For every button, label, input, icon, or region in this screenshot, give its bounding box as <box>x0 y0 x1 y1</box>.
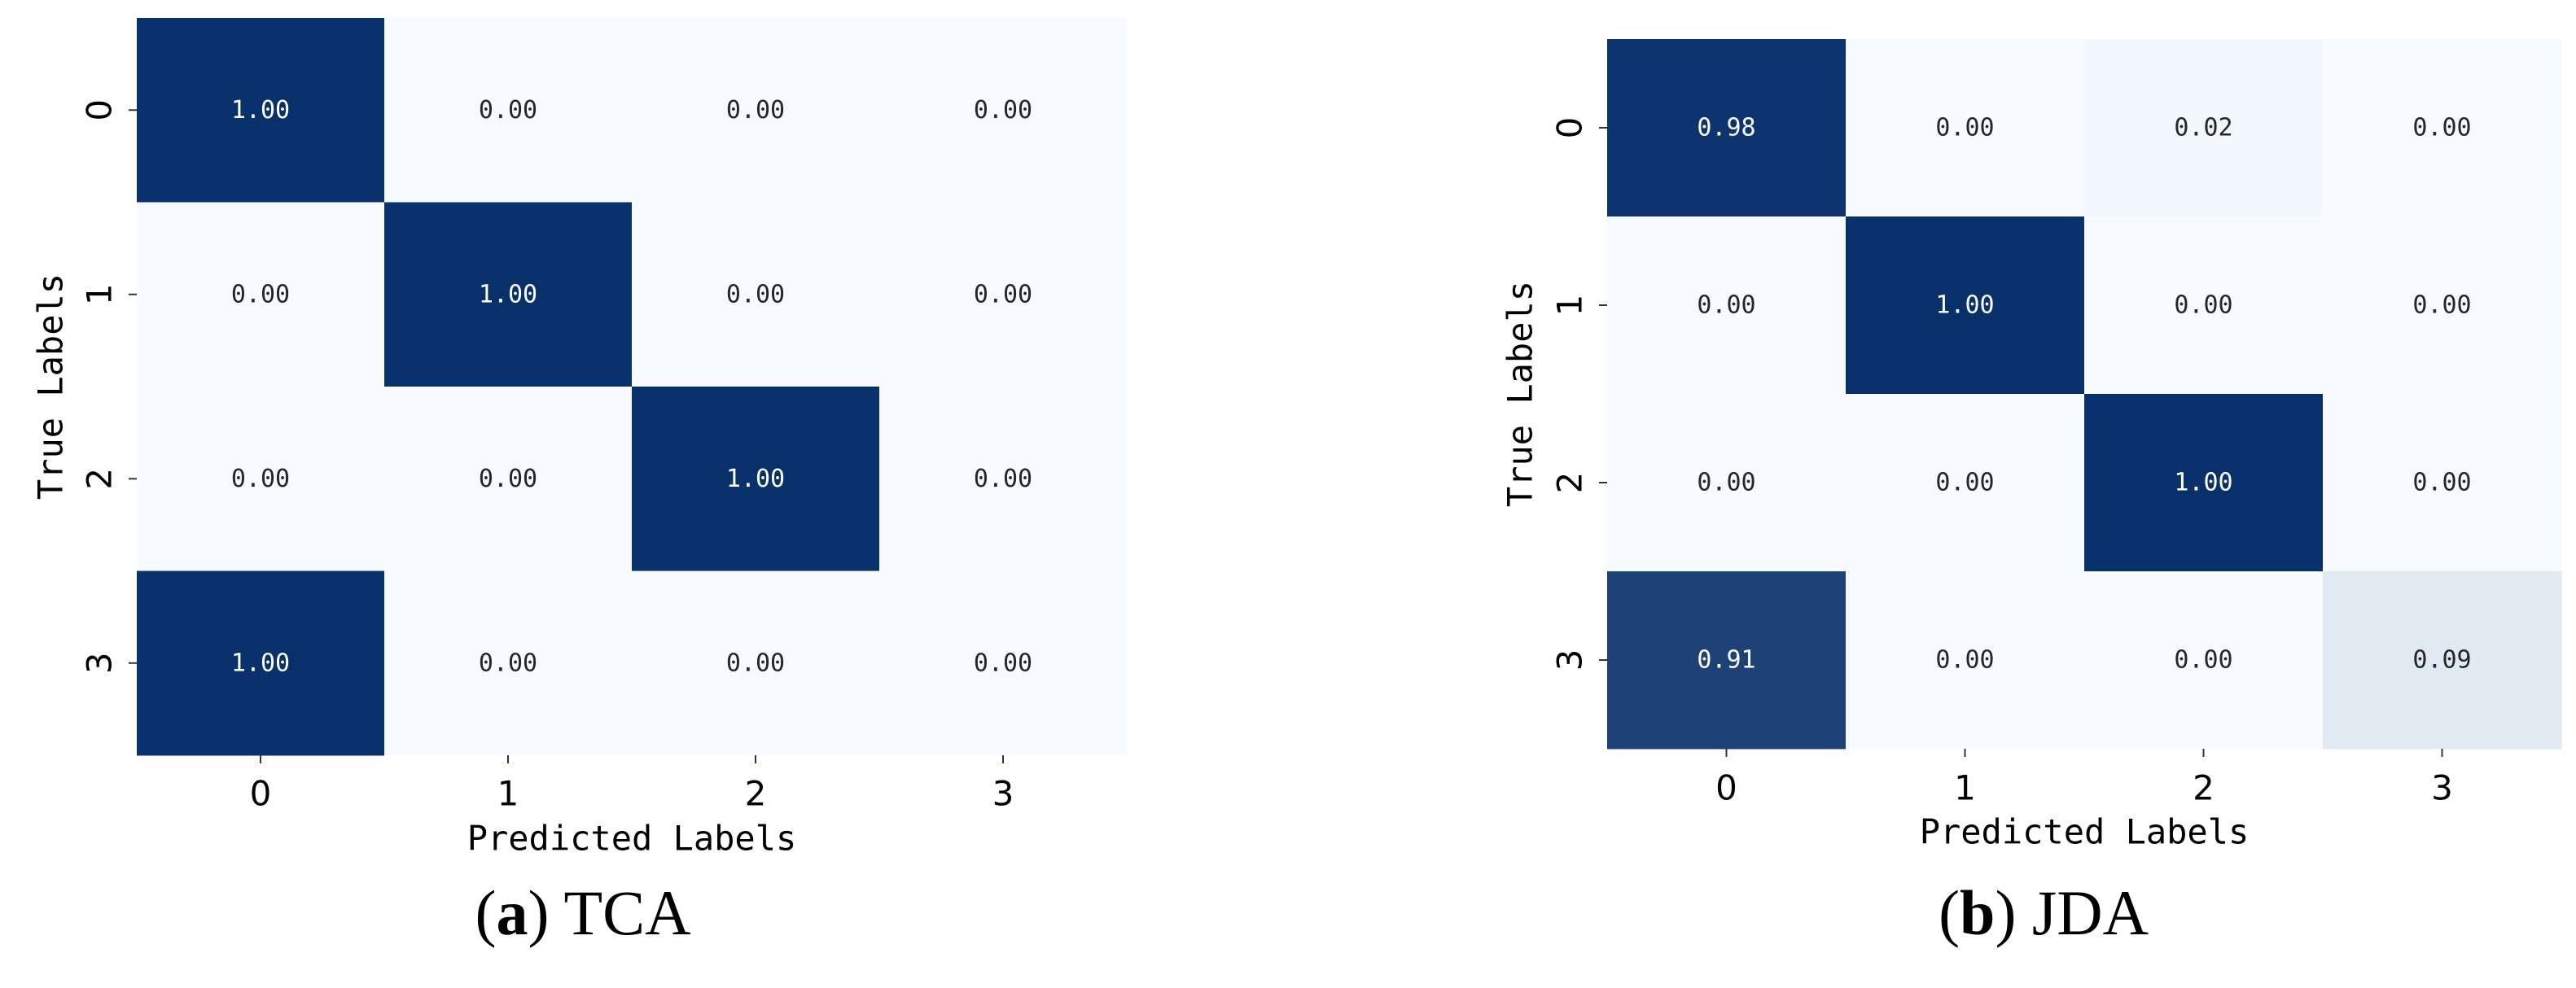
heatmap-panel-b: 0.98 0.00 0.02 0.00 0.00 1.00 0.00 0.00 0.00 0.00… <box>1500 39 2562 948</box>
subfigure-caption: (a) TCA <box>475 877 690 948</box>
cell-value-label: 0.00 <box>1935 114 1994 142</box>
cell-value-label: 0.00 <box>2174 646 2232 675</box>
x-tick-label: 0 <box>1715 768 1737 808</box>
cell-value-label: 0.09 <box>2412 646 2471 675</box>
cell-value-label: 0.00 <box>2412 291 2471 320</box>
cell-value-label: 0.00 <box>726 280 785 308</box>
cell-value-label: 1.00 <box>726 465 785 493</box>
cell-value-label: 0.00 <box>2412 114 2471 142</box>
heatmap-cell <box>879 18 1128 203</box>
y-tick-label: 0 <box>80 99 120 121</box>
cell-value-label: 0.98 <box>1697 114 1755 142</box>
heatmap-cell <box>2323 571 2562 750</box>
cell-value-label: 0.00 <box>2174 291 2232 320</box>
heatmap-cell <box>384 18 633 203</box>
heatmap-cell <box>2323 216 2562 395</box>
cell-value-label: 0.00 <box>231 465 290 493</box>
heatmap-cell <box>879 571 1128 756</box>
x-tick-label: 2 <box>2193 768 2215 808</box>
heatmap-cell <box>1607 394 1847 572</box>
y-tick-label: 1 <box>80 283 120 305</box>
x-tick-label: 2 <box>745 774 767 814</box>
heatmap-cell <box>1846 571 2085 750</box>
cell-value-label: 0.00 <box>479 96 537 125</box>
cell-value-label: 0.00 <box>1697 291 1755 320</box>
x-axis-title: Predicted Labels <box>1920 812 2250 852</box>
heatmap-cell <box>137 571 385 756</box>
cell-value-label: 0.00 <box>1935 646 1994 675</box>
heatmap-cell <box>632 387 880 571</box>
cell-value-label: 0.00 <box>1935 469 1994 497</box>
cell-value-label: 0.00 <box>2412 469 2471 497</box>
x-tick-label: 0 <box>250 774 272 814</box>
cell-value-label: 1.00 <box>231 649 290 677</box>
cell-value-label: 0.00 <box>974 649 1032 677</box>
heatmap-cell <box>1607 571 1847 750</box>
heatmap-panel-a: 1.00 0.00 0.00 0.00 0.00 1.00 0.00 0.00 0.00 0.00… <box>31 18 1128 948</box>
heatmap-cell <box>879 202 1128 387</box>
x-tick-label: 3 <box>992 774 1014 814</box>
heatmap-cell <box>384 202 633 387</box>
heatmap-cell <box>137 18 385 203</box>
heatmap-cell <box>384 387 633 571</box>
y-tick-label: 3 <box>1550 649 1590 671</box>
heatmap-cell <box>1607 216 1847 395</box>
y-tick-label: 1 <box>1550 295 1590 317</box>
x-tick-label: 1 <box>1954 768 1976 808</box>
y-axis-title: True Labels <box>31 273 71 500</box>
heatmap-cell <box>1607 39 1847 217</box>
heatmap-cell <box>632 571 880 756</box>
heatmap-cell <box>632 18 880 203</box>
y-tick-label: 2 <box>1550 472 1590 494</box>
x-axis-title: Predicted Labels <box>467 819 797 859</box>
heatmap-cell <box>879 387 1128 571</box>
cell-value-label: 0.00 <box>479 465 537 493</box>
x-tick-label: 3 <box>2431 768 2453 808</box>
cell-value-label: 1.00 <box>479 280 537 308</box>
cell-value-label: 0.00 <box>231 280 290 308</box>
y-tick-label: 0 <box>1550 117 1590 139</box>
cell-value-label: 0.00 <box>1697 469 1755 497</box>
heatmap-cell <box>632 202 880 387</box>
heatmap-cell <box>2323 39 2562 217</box>
y-axis-title: True Labels <box>1500 281 1540 507</box>
heatmap-cell <box>2084 39 2324 217</box>
cell-value-label: 0.00 <box>726 649 785 677</box>
y-tick-label: 2 <box>80 468 120 490</box>
cell-value-label: 0.00 <box>974 465 1032 493</box>
heatmap-cell <box>137 387 385 571</box>
heatmap-cell <box>384 571 633 756</box>
cell-value-label: 0.00 <box>974 96 1032 125</box>
cell-value-label: 0.00 <box>726 96 785 125</box>
heatmap-cell <box>1846 39 2085 217</box>
heatmap-cell <box>1846 216 2085 395</box>
cell-value-label: 0.02 <box>2174 114 2232 142</box>
cell-value-label: 1.00 <box>231 96 290 125</box>
x-tick-label: 1 <box>497 774 519 814</box>
y-tick-label: 3 <box>80 652 120 674</box>
cell-value-label: 0.91 <box>1697 646 1755 675</box>
heatmap-cell <box>2323 394 2562 572</box>
heatmap-cell <box>1846 394 2085 572</box>
heatmap-cell <box>2084 216 2324 395</box>
cell-value-label: 1.00 <box>1935 291 1994 320</box>
cell-value-label: 0.00 <box>974 280 1032 308</box>
heatmap-cell <box>2084 394 2324 572</box>
cell-value-label: 0.00 <box>479 649 537 677</box>
cell-value-label: 1.00 <box>2174 469 2232 497</box>
subfigure-caption: (b) JDA <box>1939 877 2149 948</box>
heatmap-cell <box>2084 571 2324 750</box>
heatmap-cell <box>137 202 385 387</box>
